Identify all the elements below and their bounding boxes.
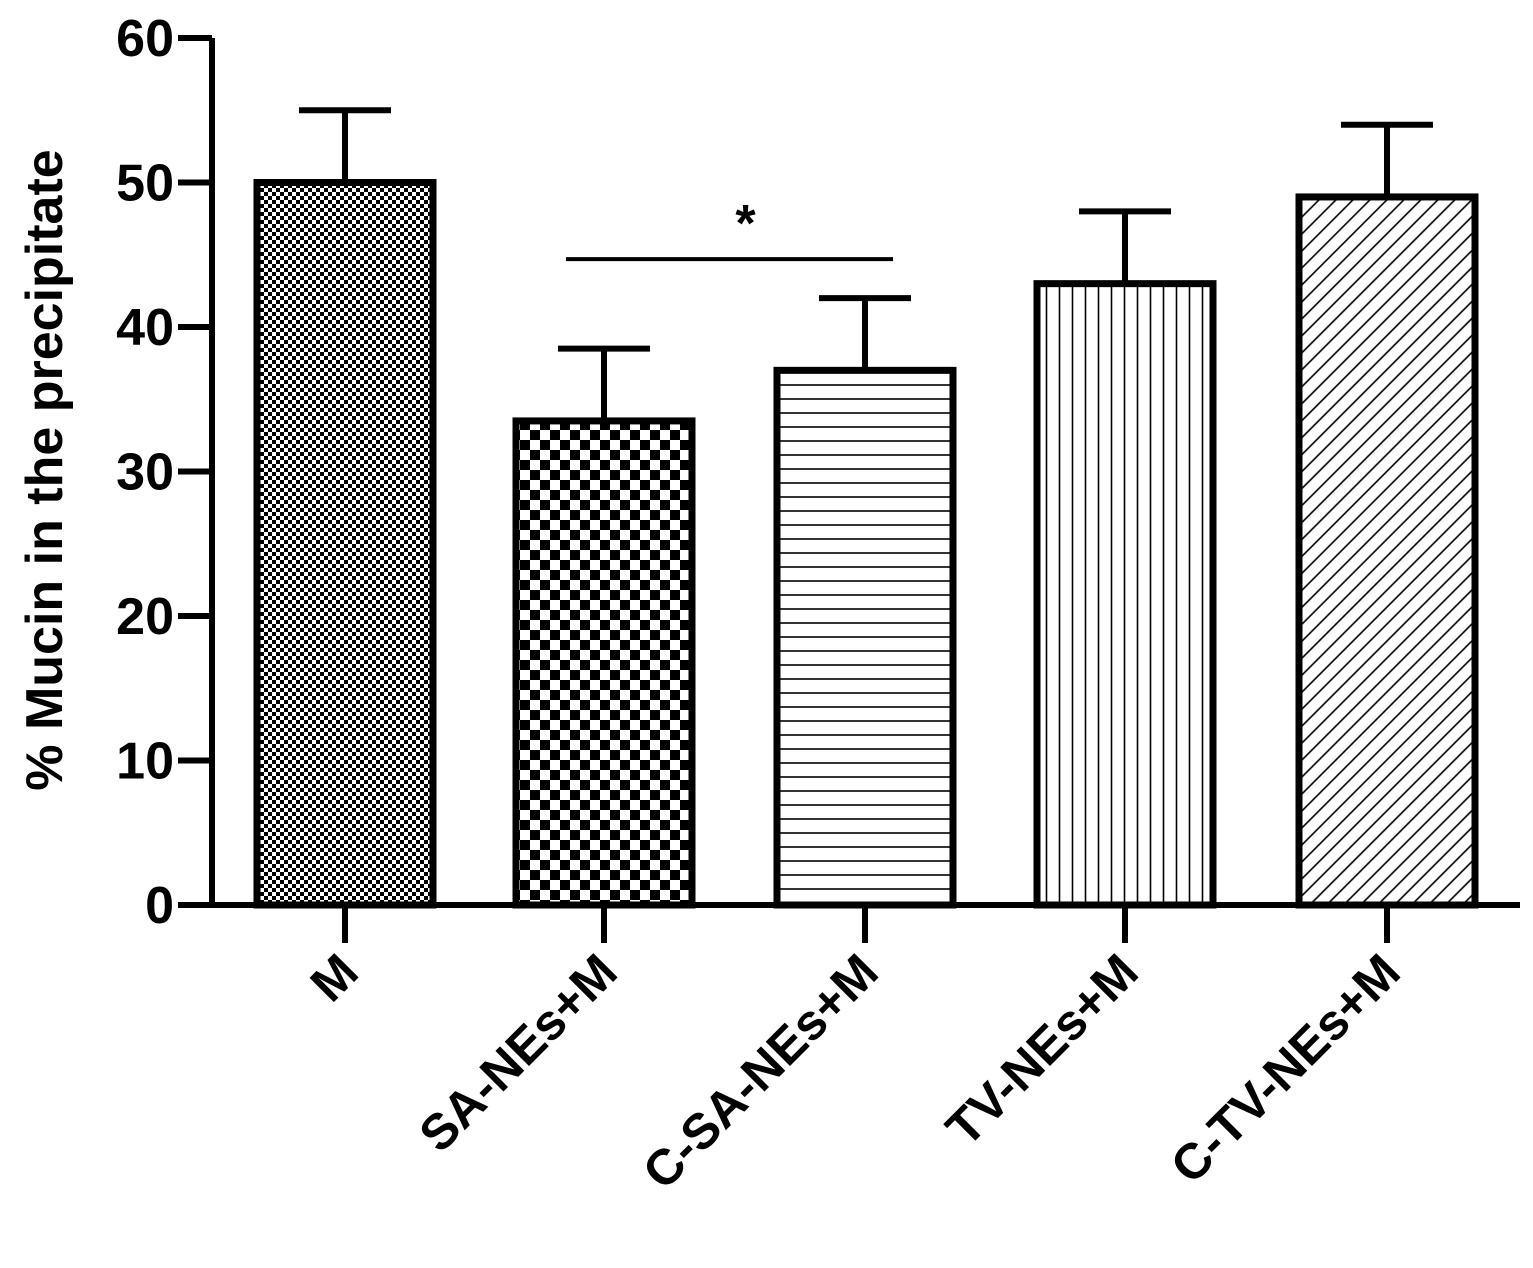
x-category-label: C-SA-NEs+M (632, 943, 889, 1200)
y-tick-label: 20 (116, 588, 174, 646)
x-axis: M SA-NEs+M C-SA-NEs+M TV-NEs+M C-TV-NEs+M (209, 902, 1520, 1200)
significance-annotation: * (566, 195, 893, 262)
x-category-label: TV-NEs+M (935, 943, 1148, 1156)
bar-sa-nes-m (512, 417, 696, 909)
y-tick-label: 50 (116, 155, 174, 213)
y-axis: 0 10 20 30 40 50 60 (116, 10, 215, 935)
y-axis-title: % Mucin in the precipitate (16, 149, 74, 790)
x-category-label: SA-NEs+M (408, 943, 627, 1162)
bars (253, 107, 1479, 909)
y-tick-label: 10 (116, 733, 174, 791)
bar-c-sa-nes-m (773, 366, 957, 909)
x-category-label: C-TV-NEs+M (1160, 943, 1411, 1194)
y-tick-label: 60 (116, 10, 174, 68)
bar-c-tv-nes-m (1295, 193, 1479, 909)
y-tick-label: 30 (116, 444, 174, 502)
y-tick-label: 40 (116, 299, 174, 357)
bar-tv-nes-m (1033, 280, 1217, 909)
significance-star: * (735, 195, 756, 253)
bar-m (253, 179, 437, 909)
x-category-label: M (300, 943, 369, 1012)
y-tick-label: 0 (145, 877, 174, 935)
